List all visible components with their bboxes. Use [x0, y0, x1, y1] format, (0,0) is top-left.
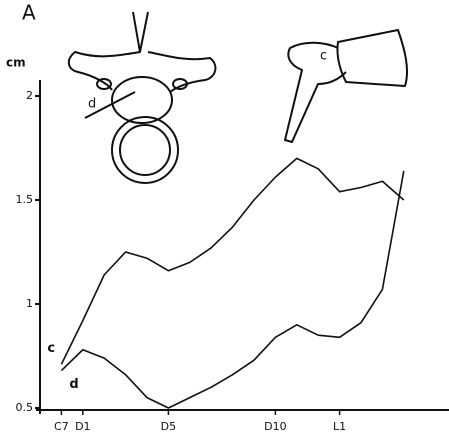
x-tick-label: L1 — [333, 420, 346, 433]
y-axis-label: cm — [6, 56, 26, 70]
series-line — [61, 171, 403, 408]
y-tick-label: 0.5 — [16, 401, 34, 414]
y-tick-label: 1 — [26, 297, 33, 310]
y-tick-label: 2 — [26, 89, 33, 102]
y-tick-label: 1.5 — [16, 193, 34, 206]
panel-label: A — [22, 1, 36, 25]
series-label: d — [69, 377, 78, 392]
series-label: c — [47, 341, 55, 356]
x-tick-label: D5 — [161, 420, 176, 433]
x-tick-label: D1 — [75, 420, 90, 433]
vertebra-side-sketch — [285, 30, 407, 142]
x-tick-label: D10 — [264, 420, 286, 433]
x-tick-label: C7 — [54, 420, 69, 433]
annotation: d — [88, 97, 96, 112]
annotation: c — [320, 49, 327, 64]
chart: A cm d c 0.5 1 1.5 2 C7 D1 D5 D10 L1 c d — [0, 0, 449, 438]
series-line — [61, 158, 403, 364]
